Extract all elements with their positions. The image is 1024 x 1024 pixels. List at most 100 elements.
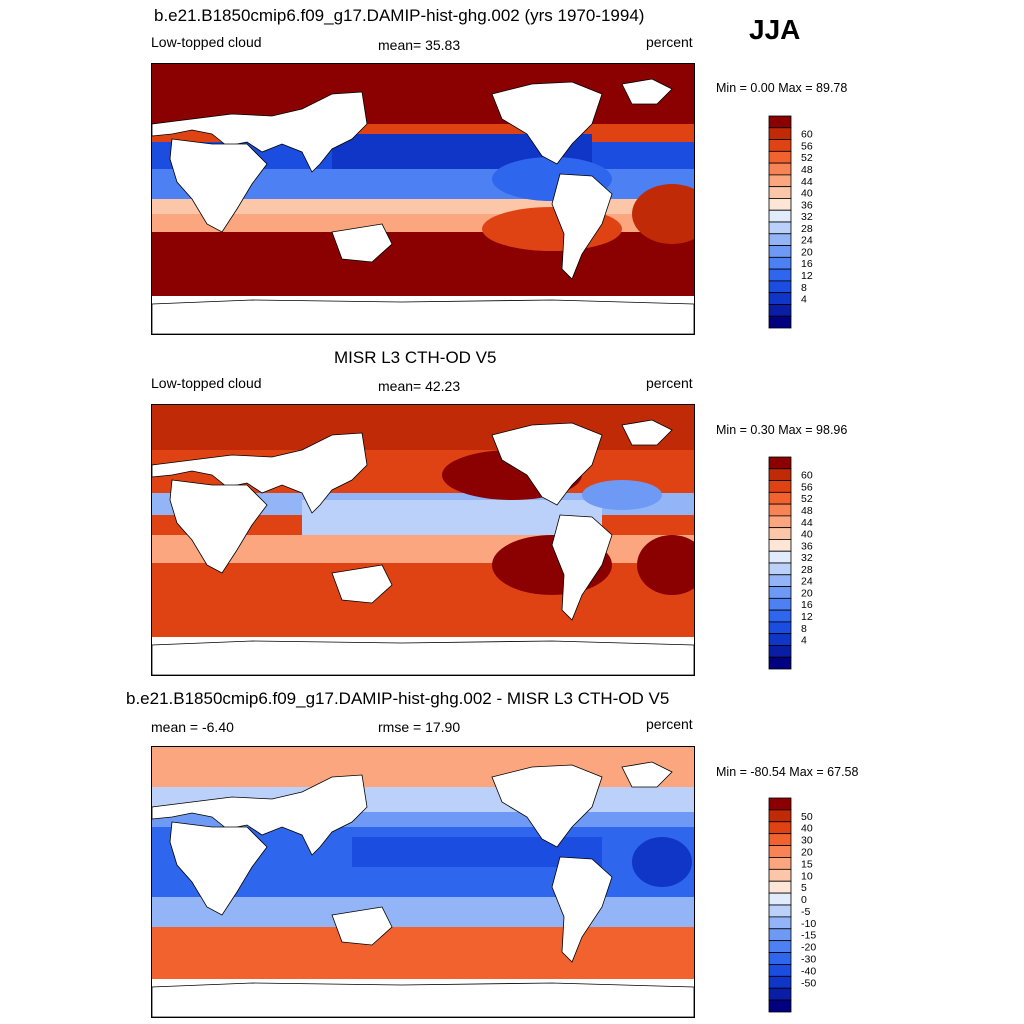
colorbar-tick-label: 8 <box>801 282 807 294</box>
colorbar-tick-label: 32 <box>801 552 813 564</box>
colorbar-swatch <box>768 503 792 517</box>
colorbar-swatch <box>768 904 792 918</box>
panel-3-mean: mean = -6.40 <box>151 719 234 735</box>
colorbar-swatch <box>768 221 792 235</box>
panel-2-map <box>151 404 695 676</box>
colorbar-tick-label: 20 <box>801 246 813 258</box>
panel-2-mean: mean= 42.23 <box>378 378 461 394</box>
colorbar-swatch <box>768 928 792 942</box>
panel-3-units: percent <box>646 716 693 732</box>
colorbar-tick-label: 40 <box>801 188 813 200</box>
colorbar-tick-label: 56 <box>801 140 813 152</box>
colorbar-tick-label: 24 <box>801 235 813 247</box>
panel-2-land <box>152 419 694 675</box>
colorbar-swatch <box>768 940 792 953</box>
colorbar-tick-label: -20 <box>801 942 816 954</box>
colorbar-tick-label: 28 <box>801 564 813 576</box>
colorbar-swatch <box>768 845 792 858</box>
panel-2-minmax: Min = 0.30 Max = 98.96 <box>716 423 848 437</box>
colorbar-swatch <box>768 821 792 835</box>
colorbar-swatch <box>768 999 792 1013</box>
panel-1-colorbar: 60 56 52 48 44 40 36 32 28 24 20 16 12 8 4 <box>768 115 829 329</box>
panel-3-title: b.e21.B1850cmip6.f09_g17.DAMIP-hist-ghg.… <box>126 689 670 708</box>
panel-1-mean: mean= 35.83 <box>378 37 461 53</box>
colorbar-tick-label: 52 <box>801 493 813 505</box>
colorbar-tick-label: 10 <box>801 870 813 882</box>
colorbar-tick-label: 12 <box>801 270 813 282</box>
colorbar-tick-label: 16 <box>801 258 813 270</box>
season-label: JJA <box>749 14 801 45</box>
colorbar-swatch <box>768 645 792 658</box>
panel-3-minmax: Min = -80.54 Max = 67.58 <box>716 765 859 779</box>
colorbar-swatch <box>768 150 792 164</box>
colorbar-swatch <box>768 198 792 211</box>
colorbar-tick-label: 12 <box>801 611 813 623</box>
colorbar-tick-label: 32 <box>801 211 813 223</box>
panel-2-units: percent <box>646 375 693 391</box>
colorbar-tick-label: 20 <box>801 847 813 859</box>
colorbar-tick-label: 5 <box>801 882 807 894</box>
colorbar-tick-label: -30 <box>801 954 816 966</box>
colorbar-swatch <box>768 809 792 823</box>
colorbar-swatch <box>768 268 792 282</box>
colorbar-swatch <box>768 916 792 930</box>
colorbar-swatch <box>768 491 792 505</box>
colorbar-swatch <box>768 280 792 294</box>
colorbar-swatch <box>768 892 792 906</box>
colorbar-swatch <box>768 797 792 811</box>
colorbar-tick-label: -5 <box>801 906 810 918</box>
panel-1-map <box>151 63 695 335</box>
colorbar-swatch <box>768 656 792 670</box>
colorbar-swatch <box>768 833 792 846</box>
colorbar-swatch <box>768 609 792 623</box>
colorbar-tick-label: 48 <box>801 164 813 176</box>
colorbar-swatch <box>768 304 792 317</box>
colorbar-swatch <box>768 292 792 305</box>
colorbar-swatch <box>768 633 792 646</box>
colorbar-swatch <box>768 975 792 989</box>
colorbar-swatch <box>768 597 792 611</box>
colorbar-swatch <box>768 209 792 223</box>
colorbar-swatch <box>768 468 792 481</box>
colorbar-swatch <box>768 574 792 587</box>
colorbar-tick-label: -15 <box>801 930 816 942</box>
colorbar-swatch <box>768 880 792 894</box>
colorbar-tick-label: 40 <box>801 823 813 835</box>
colorbar-tick-label: 40 <box>801 529 813 541</box>
colorbar-tick-label: 8 <box>801 623 807 635</box>
colorbar-tick-label: -40 <box>801 965 816 977</box>
panel-1-minmax: Min = 0.00 Max = 89.78 <box>716 81 848 95</box>
panel-2-left-label: Low-topped cloud <box>151 375 262 391</box>
colorbar-swatch <box>768 315 792 329</box>
colorbar-swatch <box>768 480 792 493</box>
colorbar-tick-label: 30 <box>801 835 813 847</box>
colorbar-swatch <box>768 586 792 599</box>
colorbar-swatch <box>768 868 792 882</box>
colorbar-tick-label: 44 <box>801 517 813 529</box>
panel-1-land <box>152 78 694 334</box>
colorbar-tick-label: 0 <box>801 894 807 906</box>
colorbar-swatch <box>768 621 792 635</box>
colorbar-tick-label: 60 <box>801 470 813 482</box>
panel-3-rmse: rmse = 17.90 <box>378 719 461 735</box>
colorbar-tick-label: -50 <box>801 977 816 989</box>
colorbar-tick-label: 20 <box>801 587 813 599</box>
colorbar-swatch <box>768 245 792 258</box>
panel-3-map <box>151 746 695 1018</box>
colorbar-swatch <box>768 456 792 470</box>
colorbar-tick-label: 24 <box>801 576 813 588</box>
colorbar-swatch <box>768 139 792 152</box>
colorbar-swatch <box>768 127 792 140</box>
panel-1-units: percent <box>646 34 693 50</box>
colorbar-tick-label: 15 <box>801 858 813 870</box>
colorbar-tick-label: 28 <box>801 223 813 235</box>
colorbar-tick-label: 36 <box>801 540 813 552</box>
colorbar-tick-label: 4 <box>801 635 807 647</box>
colorbar-tick-label: 36 <box>801 199 813 211</box>
colorbar-swatch <box>768 550 792 564</box>
colorbar-tick-label: 50 <box>801 811 813 823</box>
colorbar-swatch <box>768 527 792 540</box>
colorbar-swatch <box>768 174 792 188</box>
colorbar-tick-label: -10 <box>801 918 816 930</box>
colorbar-swatch <box>768 162 792 176</box>
